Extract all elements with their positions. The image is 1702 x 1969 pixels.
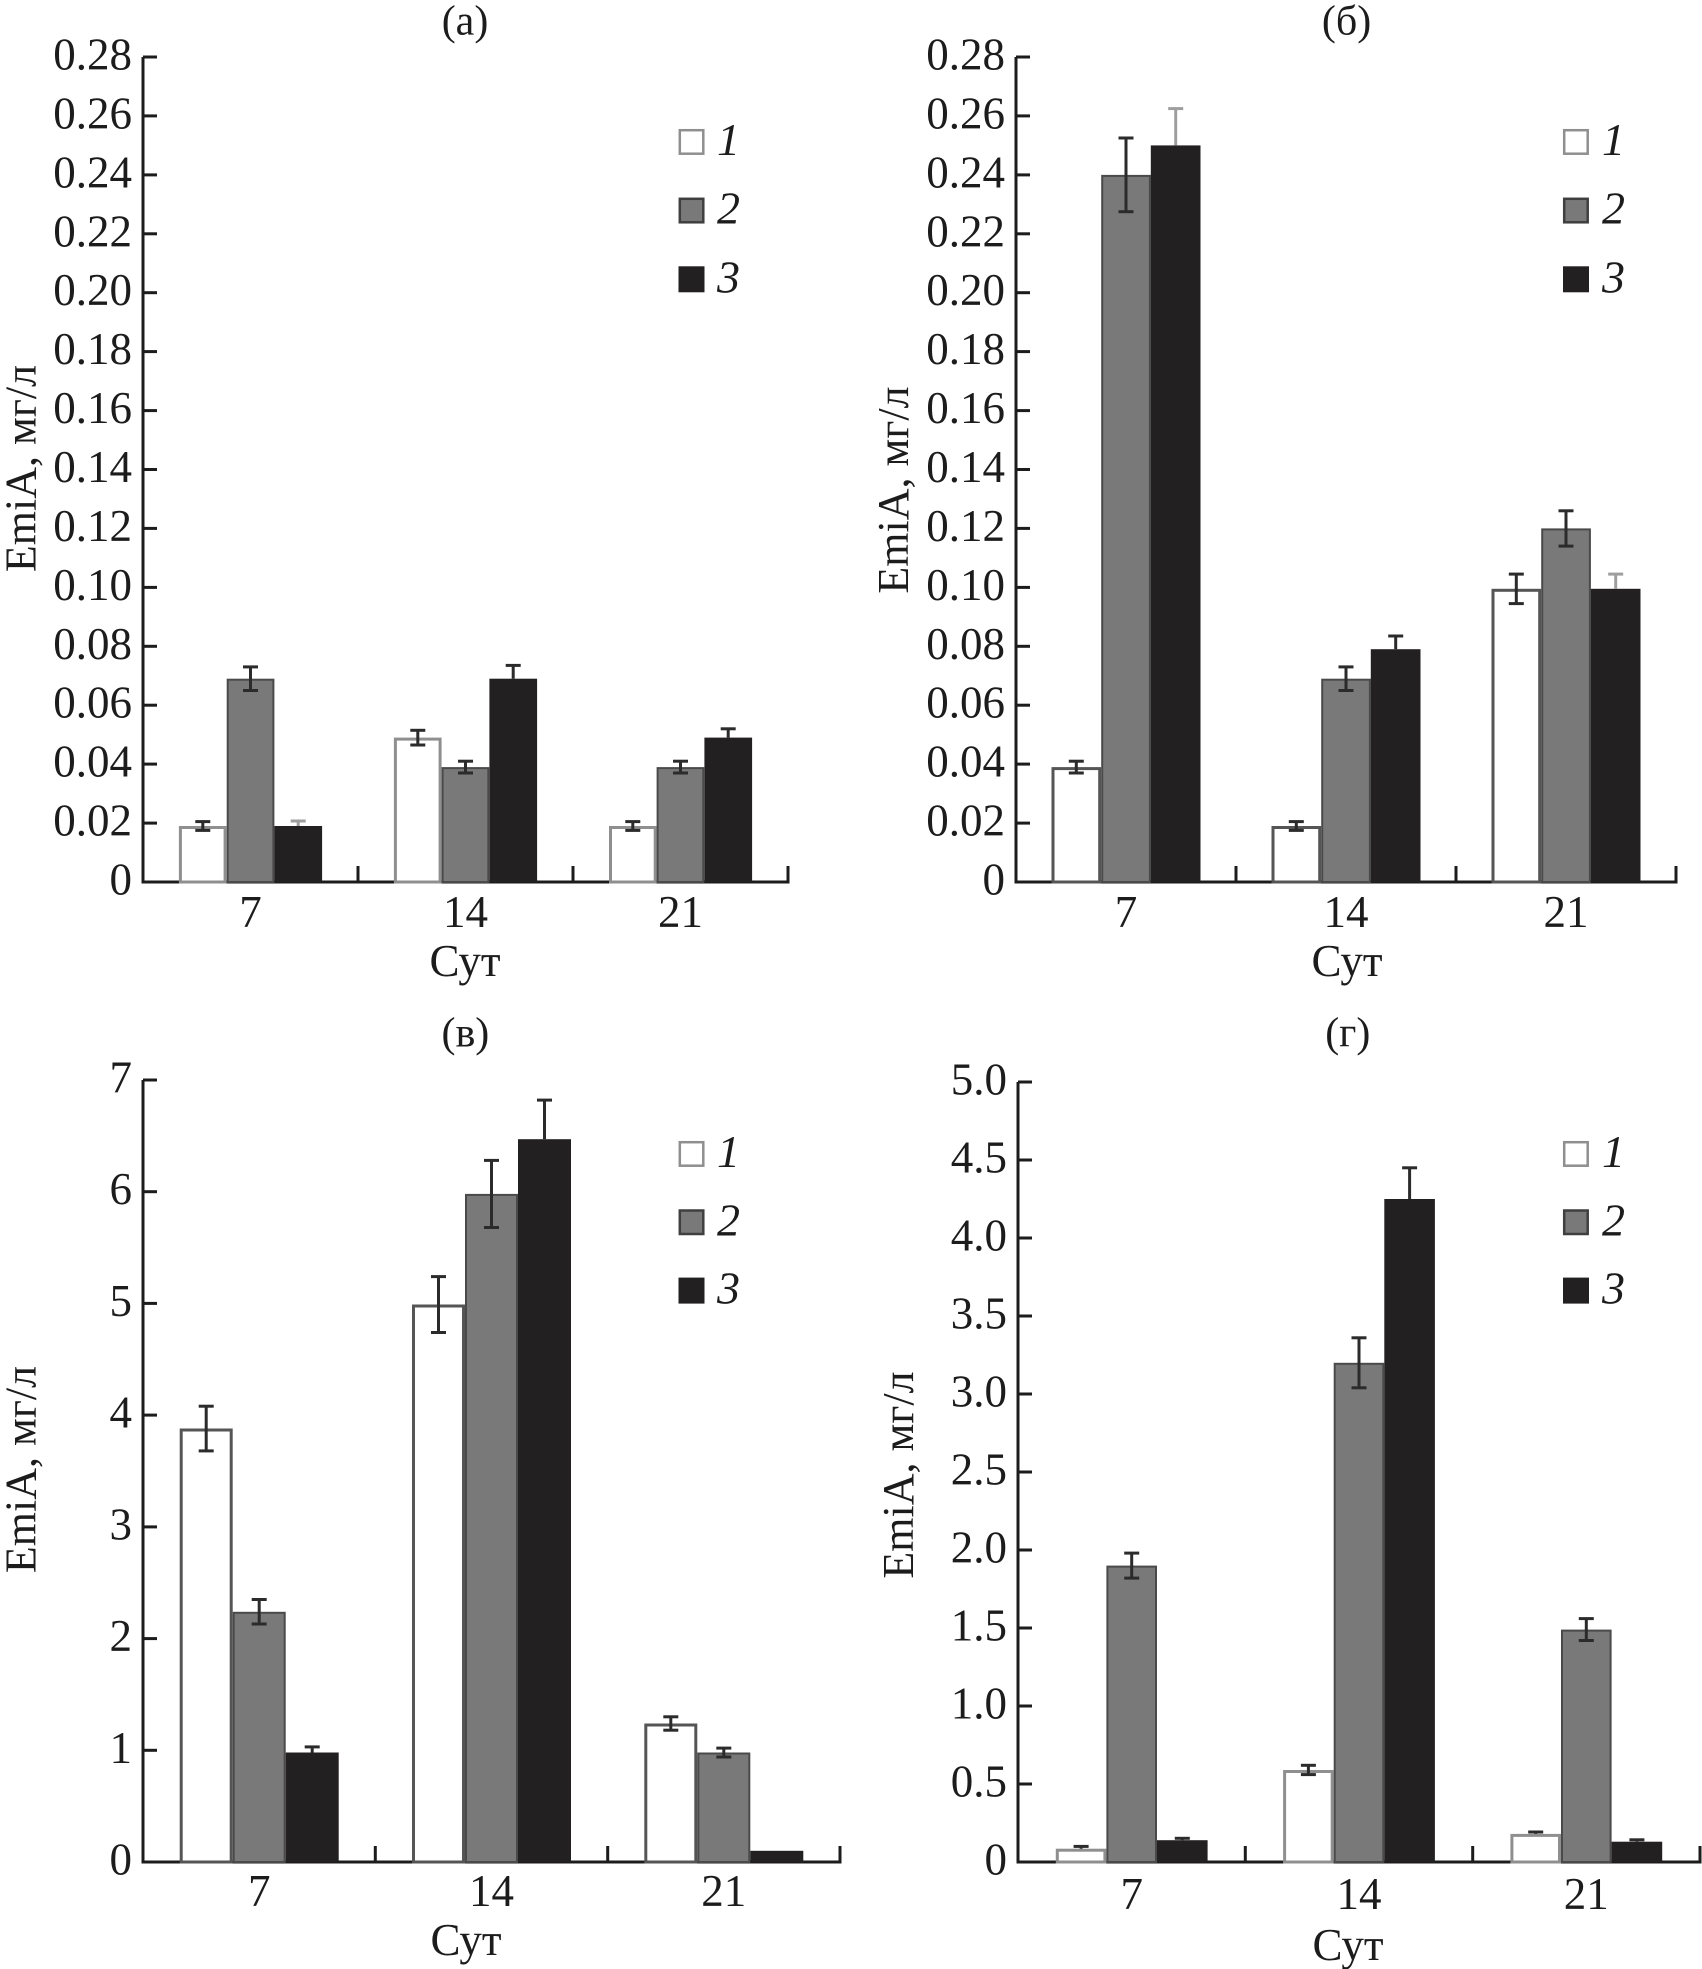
svg-text:0: 0 [110, 1835, 133, 1885]
svg-text:0.5: 0.5 [951, 1757, 1007, 1807]
svg-text:0.28: 0.28 [53, 30, 132, 80]
svg-text:2.5: 2.5 [951, 1445, 1007, 1495]
svg-text:0.18: 0.18 [926, 324, 1005, 374]
svg-text:3: 3 [1601, 1263, 1625, 1314]
svg-text:1.5: 1.5 [951, 1601, 1007, 1651]
svg-text:14: 14 [443, 887, 488, 937]
svg-text:(б): (б) [1322, 0, 1371, 45]
svg-text:2: 2 [717, 1194, 740, 1245]
svg-text:0.14: 0.14 [926, 442, 1005, 492]
svg-text:1: 1 [1602, 114, 1625, 165]
svg-text:0.22: 0.22 [926, 206, 1005, 256]
svg-text:(в): (в) [441, 1010, 489, 1056]
svg-text:0.24: 0.24 [926, 147, 1005, 197]
svg-text:Сут: Сут [1311, 936, 1382, 986]
svg-text:0.10: 0.10 [53, 560, 132, 610]
svg-text:0: 0 [985, 1835, 1008, 1885]
svg-text:21: 21 [658, 887, 703, 937]
svg-text:0.24: 0.24 [53, 147, 132, 197]
svg-text:0.14: 0.14 [53, 442, 132, 492]
svg-text:3: 3 [1601, 251, 1625, 302]
svg-text:0.04: 0.04 [926, 737, 1005, 787]
svg-text:0.12: 0.12 [53, 501, 132, 551]
svg-text:0.20: 0.20 [53, 265, 132, 315]
svg-text:6: 6 [110, 1164, 133, 1214]
svg-text:0.28: 0.28 [926, 30, 1005, 80]
svg-text:0: 0 [110, 855, 133, 905]
svg-text:21: 21 [1564, 1869, 1609, 1919]
svg-text:7: 7 [1120, 1869, 1143, 1919]
svg-text:1: 1 [717, 114, 740, 165]
svg-text:EmiA, мг/л: EmiA, мг/л [874, 1371, 923, 1578]
svg-text:0.12: 0.12 [926, 501, 1005, 551]
svg-text:14: 14 [1337, 1869, 1382, 1919]
svg-text:0.06: 0.06 [53, 678, 132, 728]
svg-text:0.16: 0.16 [926, 383, 1005, 433]
svg-text:3: 3 [110, 1499, 133, 1549]
svg-text:7: 7 [110, 1053, 133, 1103]
svg-text:7: 7 [239, 887, 262, 937]
svg-text:0.08: 0.08 [53, 619, 132, 669]
svg-text:0.22: 0.22 [53, 206, 132, 256]
svg-text:EmiA, мг/л: EmiA, мг/л [869, 386, 918, 593]
svg-text:4.5: 4.5 [951, 1133, 1007, 1183]
svg-text:0.26: 0.26 [53, 88, 132, 138]
svg-text:2: 2 [1602, 183, 1625, 234]
svg-text:21: 21 [1544, 887, 1589, 937]
svg-text:Сут: Сут [430, 1915, 501, 1965]
svg-text:4: 4 [110, 1388, 133, 1438]
svg-text:0: 0 [983, 855, 1006, 905]
svg-text:3.5: 3.5 [951, 1289, 1007, 1339]
svg-text:0.02: 0.02 [53, 796, 132, 846]
svg-text:7: 7 [1115, 887, 1138, 937]
svg-text:2: 2 [717, 183, 740, 234]
svg-text:0.18: 0.18 [53, 324, 132, 374]
svg-text:0.04: 0.04 [53, 737, 132, 787]
svg-text:2: 2 [110, 1611, 133, 1661]
svg-text:21: 21 [701, 1866, 746, 1916]
svg-text:1.0: 1.0 [951, 1679, 1007, 1729]
svg-text:5: 5 [110, 1276, 133, 1326]
svg-text:3: 3 [716, 1263, 740, 1314]
svg-text:0.26: 0.26 [926, 88, 1005, 138]
svg-text:1: 1 [110, 1723, 133, 1773]
svg-text:0.10: 0.10 [926, 560, 1005, 610]
svg-text:1: 1 [1602, 1126, 1625, 1177]
svg-text:EmiA, мг/л: EmiA, мг/л [0, 365, 46, 572]
svg-text:0.08: 0.08 [926, 619, 1005, 669]
svg-text:4.0: 4.0 [951, 1211, 1007, 1261]
svg-text:EmiA, мг/л: EmiA, мг/л [0, 1366, 46, 1573]
svg-text:2: 2 [1602, 1194, 1625, 1245]
svg-text:14: 14 [469, 1866, 514, 1916]
svg-text:7: 7 [248, 1866, 271, 1916]
svg-text:1: 1 [717, 1126, 740, 1177]
svg-text:(а): (а) [442, 0, 489, 45]
svg-text:3: 3 [716, 251, 740, 302]
svg-text:2.0: 2.0 [951, 1523, 1007, 1573]
svg-text:3.0: 3.0 [951, 1367, 1007, 1417]
svg-text:5.0: 5.0 [951, 1055, 1007, 1105]
svg-text:0.06: 0.06 [926, 678, 1005, 728]
svg-text:14: 14 [1324, 887, 1369, 937]
svg-text:(г): (г) [1325, 1010, 1370, 1056]
svg-text:0.16: 0.16 [53, 383, 132, 433]
svg-text:0.02: 0.02 [926, 796, 1005, 846]
svg-text:Сут: Сут [1312, 1920, 1383, 1969]
svg-text:0.20: 0.20 [926, 265, 1005, 315]
svg-text:Сут: Сут [429, 936, 500, 986]
